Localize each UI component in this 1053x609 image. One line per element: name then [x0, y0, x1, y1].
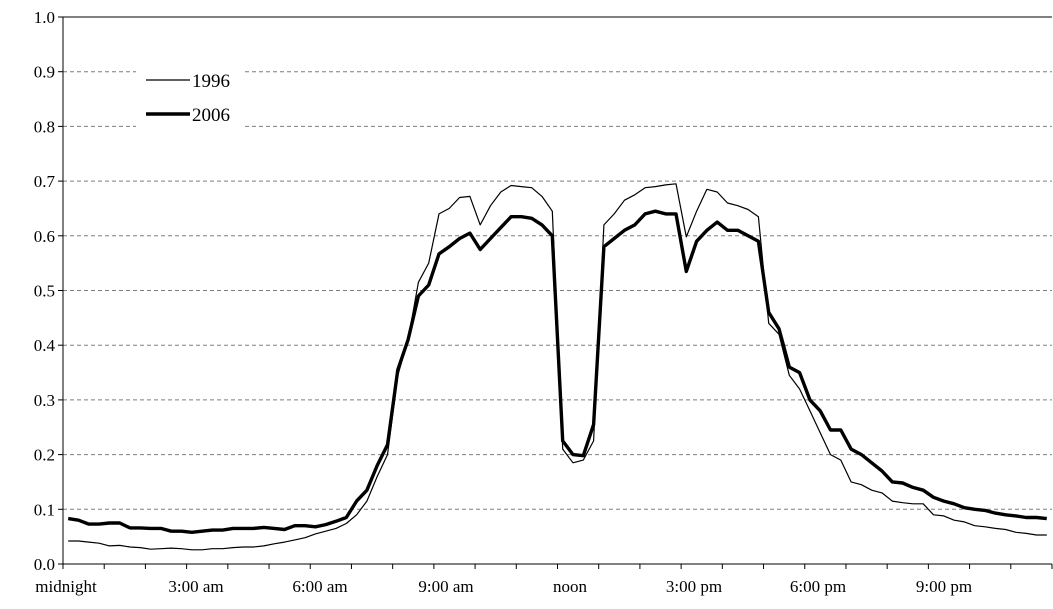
axes — [58, 16, 1053, 569]
legend-label-1996: 1996 — [192, 71, 230, 92]
x-tick-label: 9:00 pm — [916, 577, 972, 596]
y-tick-label: 0.1 — [34, 500, 55, 519]
x-tick-label: 6:00 pm — [790, 577, 846, 596]
x-tick-label: 3:00 am — [168, 577, 223, 596]
x-tick-label: 9:00 am — [418, 577, 473, 596]
y-tick-label: 0.6 — [34, 227, 55, 246]
series-line-2006 — [67, 209, 1047, 534]
series-lines — [67, 183, 1047, 551]
y-tick-label: 1.0 — [34, 8, 55, 27]
y-tick-labels: 0.0 0.1 0.2 0.3 0.4 0.5 0.6 0.7 0.8 0.9 1.0 — [34, 8, 56, 574]
x-tick-label: 3:00 pm — [666, 577, 722, 596]
legend: 1996 2006 — [136, 66, 244, 128]
gridlines — [63, 71, 1052, 510]
y-tick-label: 0.3 — [34, 391, 55, 410]
x-tick-label: noon — [553, 577, 588, 596]
x-tick-label: midnight — [35, 577, 97, 596]
y-tick-label: 0.2 — [34, 446, 55, 465]
y-tick-label: 0.0 — [34, 555, 55, 574]
y-tick-label: 0.9 — [34, 63, 55, 82]
y-tick-label: 0.4 — [34, 336, 56, 355]
y-tick-label: 0.7 — [34, 172, 56, 191]
x-tick-labels: midnight 3:00 am 6:00 am 9:00 am noon 3:00 pm… — [35, 577, 972, 596]
y-tick-label: 0.8 — [34, 117, 55, 136]
y-tick-label: 0.5 — [34, 282, 55, 301]
x-tick-label: 6:00 am — [292, 577, 347, 596]
legend-label-2006: 2006 — [192, 105, 230, 126]
